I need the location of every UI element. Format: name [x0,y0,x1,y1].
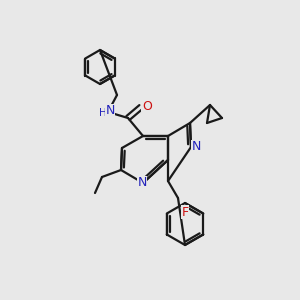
Text: H: H [99,108,107,118]
Text: F: F [182,206,189,218]
Text: N: N [137,176,147,190]
Text: N: N [105,104,115,118]
Text: O: O [142,100,152,112]
Text: N: N [191,140,201,154]
